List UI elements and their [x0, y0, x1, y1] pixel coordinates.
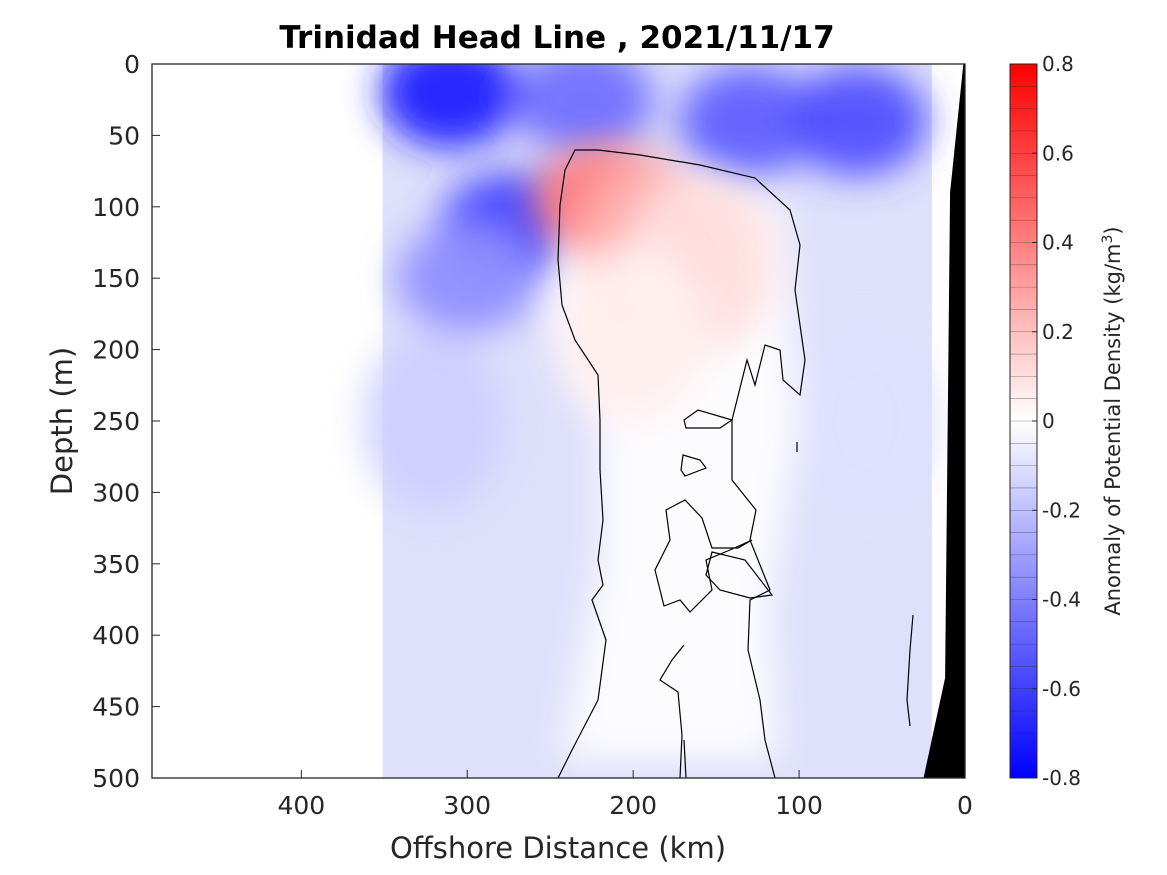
y-tick-label: 100	[92, 193, 140, 222]
colorbar: 0.8 0.6 0.4 0.2 0 -0.2 -0.4 -0.6 -0.8 Anomaly of…	[1009, 52, 1125, 790]
y-tick-label: 350	[92, 550, 140, 579]
colorbar-tick-label: 0.4	[1042, 231, 1074, 255]
colorbar-tick-label: -0.2	[1042, 498, 1081, 522]
zero-contour-main	[597, 149, 806, 778]
density-feature-4	[364, 331, 505, 511]
colorbar-tick-label: 0.6	[1042, 141, 1074, 165]
y-tick-label: 50	[108, 121, 140, 150]
y-axis-label: Depth (m)	[45, 347, 79, 495]
colorbar-tick-label: 0.2	[1042, 320, 1074, 344]
density-feature-1	[513, 64, 654, 155]
x-tick-label: 300	[443, 791, 491, 820]
y-tick-label: 200	[92, 336, 140, 365]
zero-contour-island-4	[705, 551, 774, 599]
colorbar-label: Anomaly of Potential Density (kg/m3)	[1100, 226, 1125, 615]
bathymetry	[923, 64, 965, 778]
density-feature-0	[380, 64, 521, 148]
y-axis: 0 50 100 150 200 250 300 350 400 450 500	[92, 50, 160, 793]
zero-contour-thread	[659, 644, 687, 778]
y-tick-label: 400	[92, 621, 140, 650]
density-field	[364, 64, 936, 778]
x-tick-label: 100	[775, 791, 823, 820]
density-feature-11	[558, 245, 709, 426]
x-tick-label: 400	[277, 791, 325, 820]
zero-contour-coastal	[906, 614, 914, 727]
colorbar-tick-label: -0.4	[1042, 588, 1081, 612]
x-tick-label: 0	[957, 791, 973, 820]
zero-contour-island-3	[654, 499, 753, 613]
colorbar-tick-label: 0	[1042, 409, 1055, 433]
y-tick-label: 0	[124, 50, 140, 79]
density-feature-5	[679, 66, 820, 177]
colorbar-tick-label: -0.6	[1042, 677, 1081, 701]
y-tick-label: 450	[92, 693, 140, 722]
colorbar-label-sup: 3	[1100, 235, 1116, 244]
colorbar-tick-label: -0.8	[1042, 766, 1081, 790]
y-tick-label: 250	[92, 407, 140, 436]
y-tick-label: 300	[92, 478, 140, 507]
colorbar-label-end: )	[1101, 226, 1125, 234]
y-tick-label: 150	[92, 264, 140, 293]
x-axis-label: Offshore Distance (km)	[390, 831, 726, 865]
density-feature-6	[787, 66, 928, 177]
zero-contour-lines	[557, 149, 914, 778]
density-feature-3	[397, 223, 538, 334]
x-axis: 400 300 200 100 0	[277, 770, 973, 820]
colorbar-tick-label: 0.8	[1042, 52, 1074, 76]
y-tick-label: 500	[92, 764, 140, 793]
chart-title: Trinidad Head Line , 2021/11/17	[279, 20, 834, 56]
colorbar-label-main: Anomaly of Potential Density (kg/m	[1101, 244, 1125, 616]
zero-contour-west	[557, 149, 607, 778]
zero-contour-island-1	[683, 409, 734, 429]
zero-contour-island-2	[680, 454, 707, 477]
density-feature-7	[795, 331, 936, 511]
x-tick-label: 200	[609, 791, 657, 820]
